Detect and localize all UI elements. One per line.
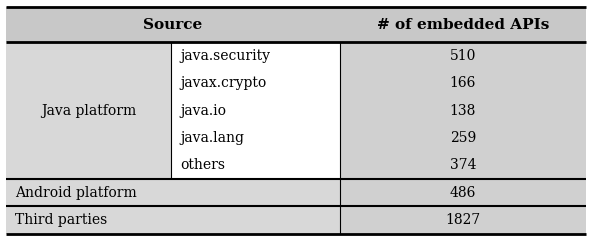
Bar — [340, 124, 586, 152]
Text: 166: 166 — [449, 77, 476, 91]
Bar — [340, 152, 586, 179]
Bar — [6, 43, 171, 179]
Text: java.io: java.io — [180, 104, 226, 118]
Bar — [340, 179, 586, 206]
Bar — [171, 70, 340, 97]
Text: 510: 510 — [449, 49, 476, 63]
Bar — [171, 97, 340, 124]
Text: 1827: 1827 — [445, 213, 481, 227]
Text: Third parties: Third parties — [15, 213, 107, 227]
Bar — [6, 179, 340, 206]
Text: java.lang: java.lang — [180, 131, 244, 145]
Bar — [340, 43, 586, 70]
Text: 138: 138 — [449, 104, 476, 118]
Text: others: others — [180, 158, 225, 172]
Bar — [340, 206, 586, 234]
Text: javax.crypto: javax.crypto — [180, 77, 266, 91]
Bar — [171, 124, 340, 152]
Bar — [6, 206, 340, 234]
Text: 259: 259 — [450, 131, 476, 145]
Bar — [340, 70, 586, 97]
Bar — [171, 152, 340, 179]
Text: Java platform: Java platform — [41, 104, 136, 118]
Text: Android platform: Android platform — [15, 186, 137, 200]
Bar — [6, 7, 586, 43]
Text: java.security: java.security — [180, 49, 270, 63]
Text: 486: 486 — [449, 186, 476, 200]
Bar — [340, 97, 586, 124]
Text: # of embedded APIs: # of embedded APIs — [377, 18, 549, 32]
Bar — [171, 43, 340, 70]
Text: Source: Source — [143, 18, 202, 32]
Text: 374: 374 — [449, 158, 476, 172]
